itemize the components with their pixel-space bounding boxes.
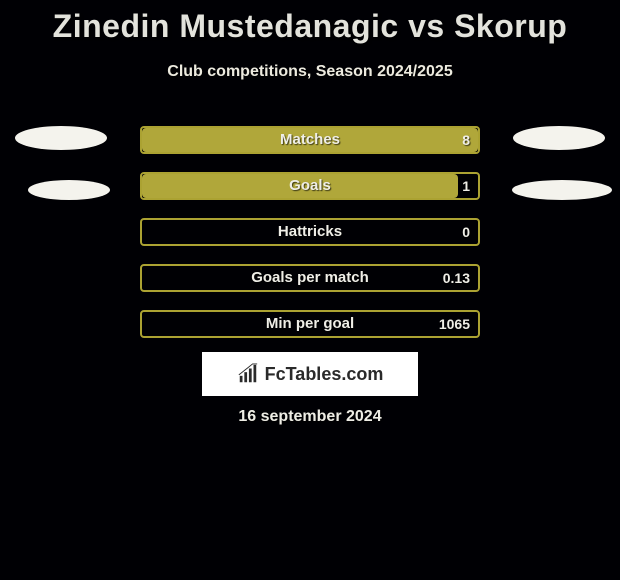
stat-bar-track (140, 310, 480, 338)
stat-value: 8 (462, 126, 470, 154)
stat-value: 1 (462, 172, 470, 200)
comparison-infographic: Zinedin Mustedanagic vs Skorup Club comp… (0, 0, 620, 580)
stat-rows: Matches8Goals1Hattricks0Goals per match0… (0, 120, 620, 350)
stat-row: Goals1 (0, 166, 620, 212)
stat-row: Min per goal1065 (0, 304, 620, 350)
page-title: Zinedin Mustedanagic vs Skorup (0, 0, 620, 45)
bar-chart-icon (237, 363, 259, 385)
stat-bar-track (140, 264, 480, 292)
stat-value: 0 (462, 218, 470, 246)
stat-bar-track (140, 126, 480, 154)
page-subtitle: Club competitions, Season 2024/2025 (0, 63, 620, 81)
stat-row: Matches8 (0, 120, 620, 166)
attribution-text: FcTables.com (265, 364, 384, 385)
stat-row: Hattricks0 (0, 212, 620, 258)
stat-bar-track (140, 172, 480, 200)
attribution-logo: FcTables.com (202, 352, 418, 396)
report-date: 16 september 2024 (0, 408, 620, 426)
stat-value: 1065 (439, 310, 470, 338)
stat-bar-fill (142, 128, 478, 152)
stat-row: Goals per match0.13 (0, 258, 620, 304)
stat-bar-fill (142, 174, 458, 198)
stat-bar-track (140, 218, 480, 246)
stat-value: 0.13 (443, 264, 470, 292)
